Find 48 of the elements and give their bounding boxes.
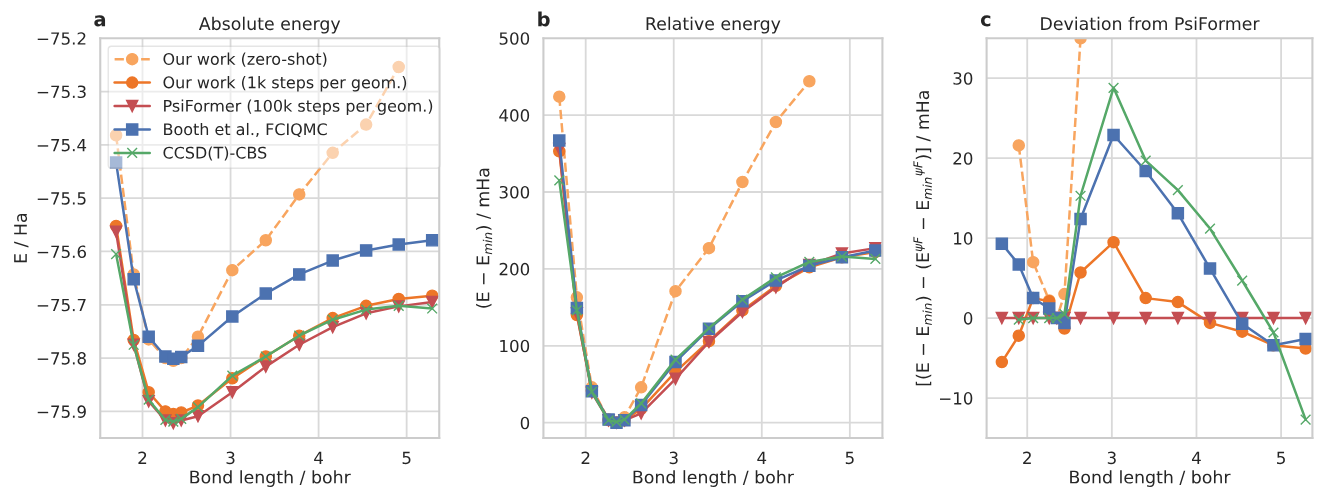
chart-title: Relative energy (646, 16, 781, 34)
x-tick-label: 3 (226, 451, 235, 465)
chart-title: Absolute energy (198, 16, 341, 34)
text: c (980, 15, 991, 27)
legend-label: Our work (1k steps per geom.) (163, 76, 407, 92)
x-tick-label: 4 (757, 451, 767, 464)
y-tick-label: 0 (963, 312, 973, 325)
x-tick-label: 5 (845, 451, 854, 465)
x-tick-label: 4 (1191, 451, 1201, 464)
legend-label: CCSD(T)-CBS (163, 146, 267, 161)
y-axis-title: [(E − E$_{min}$) − (E$^{ψF}$ − E$_{min}$$^{ψF}$)] / mHa (913, 91, 932, 386)
chart-title: Deviation from PsiFormer (1041, 16, 1260, 31)
y-tick-label: −75.8 (37, 352, 86, 365)
y-tick-label: −75.3 (37, 85, 86, 99)
x-tick-label: 2 (1023, 451, 1031, 464)
y-tick-label: 0 (520, 416, 530, 430)
x-tick-label: 3 (1107, 451, 1116, 465)
y-tick-label: 300 (499, 185, 530, 199)
text: b (538, 11, 550, 27)
y-tick-label: −75.6 (37, 245, 86, 259)
x-axis-title: Bond length / bohr (1070, 470, 1231, 487)
x-tick-label: 4 (314, 451, 323, 464)
y-tick-label: 200 (499, 262, 530, 276)
x-tick-label: 3 (669, 451, 678, 465)
legend-label: Booth et al., FCIQMC (164, 122, 327, 138)
y-tick-label: 400 (499, 109, 530, 122)
x-tick-label: 5 (402, 451, 411, 465)
y-tick-label: 20 (953, 152, 973, 165)
y-tick-label: 30 (953, 72, 973, 85)
x-tick-label: 2 (138, 451, 147, 464)
y-tick-label: 10 (954, 232, 973, 245)
x-tick-label: 5 (1277, 451, 1285, 465)
x-tick-label: 2 (581, 451, 590, 464)
y-axis-title: E / Ha (14, 213, 29, 263)
y-tick-label: −75.4 (37, 139, 87, 152)
y-tick-label: −75.9 (37, 405, 86, 418)
x-axis-title: Bond length / bohr (190, 470, 351, 487)
legend-label: Our work (zero-shot) (163, 52, 327, 67)
x-axis-title: Bond length / bohr (633, 470, 794, 487)
y-tick-label: −75.2 (37, 32, 86, 45)
y-tick-label: 500 (499, 32, 530, 45)
legend-label: PsiFormer (100k steps per geom.) (164, 99, 433, 115)
text: a (94, 15, 106, 27)
y-tick-label: −75.5 (37, 192, 86, 205)
y-axis-title: (E − E$_{min}$) / mHa (476, 168, 493, 308)
y-tick-label: −10 (940, 392, 973, 405)
y-tick-label: 100 (500, 339, 530, 353)
y-tick-label: −75.7 (37, 298, 86, 312)
